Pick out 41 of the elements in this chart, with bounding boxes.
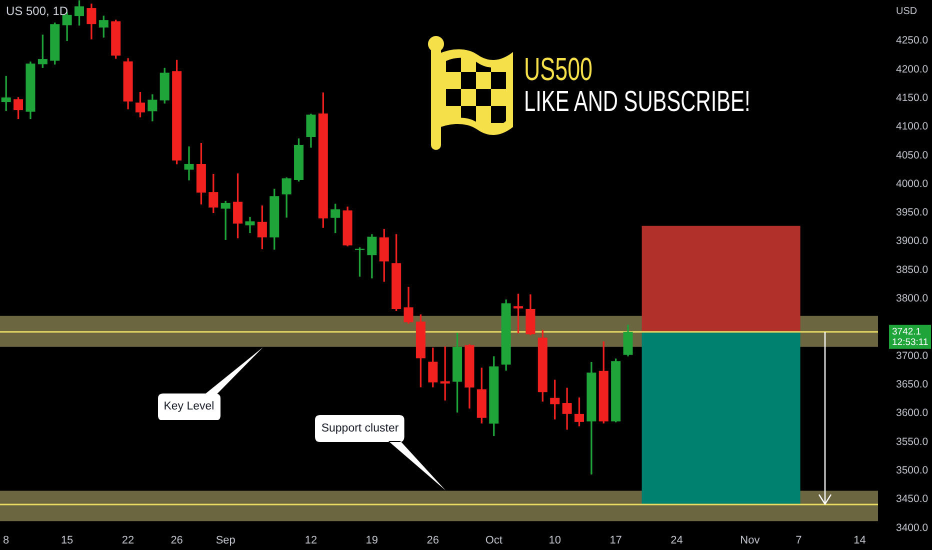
candlestick — [184, 146, 194, 180]
x-tick-label: 14 — [854, 534, 866, 547]
y-tick-label: 3850.0 — [896, 264, 928, 276]
x-tick-label: 7 — [796, 534, 802, 547]
x-tick-label: 10 — [548, 534, 561, 547]
x-tick-label: 12 — [304, 534, 318, 547]
y-tick-label: 3400.0 — [896, 522, 928, 534]
candlestick — [245, 216, 255, 234]
text: US500 — [524, 51, 592, 87]
annotation: Key Level — [164, 400, 214, 414]
x-tick-label: 19 — [366, 534, 378, 547]
x-tick-label: 26 — [170, 534, 183, 547]
annotation: Support cluster — [321, 422, 399, 436]
y-tick-label: 3900.0 — [896, 235, 928, 248]
y-tick-label: 3600.0 — [896, 407, 928, 420]
x-tick-label: 15 — [60, 534, 74, 547]
x-tick-label: 26 — [426, 534, 440, 547]
ref-line-label: 3742.1 12:53:11 — [892, 326, 928, 348]
y-tick-label: 3650.0 — [896, 378, 928, 391]
text: LIKE AND SUBSCRIBE! — [524, 86, 750, 118]
x-tick-label: Nov — [740, 534, 760, 547]
y-tick-label: 4050.0 — [896, 149, 928, 162]
x-tick-label: 8 — [3, 534, 10, 547]
y-tick-label: 4100.0 — [896, 120, 928, 133]
x-tick-label: Oct — [485, 534, 502, 547]
y-tick-label: 4200.0 — [896, 63, 928, 76]
x-tick-label: 17 — [610, 534, 622, 547]
y-tick-label: 3500.0 — [896, 464, 928, 477]
annotation: US 500, 1D — [6, 4, 68, 18]
x-tick-label: 22 — [122, 534, 134, 547]
y-tick-label: 4000.0 — [896, 178, 928, 190]
y-axis-title: USD — [896, 6, 918, 17]
y-tick-label: 3700.0 — [896, 350, 928, 362]
y-tick-label: 3550.0 — [896, 436, 928, 448]
y-tick-label: 3800.0 — [896, 292, 928, 305]
y-tick-label: 4150.0 — [896, 92, 928, 104]
y-tick-label: 3450.0 — [896, 493, 928, 506]
y-tick-label: 4250.0 — [896, 34, 928, 47]
x-tick-label: Sep — [216, 534, 236, 547]
y-tick-label: 3950.0 — [896, 206, 928, 219]
x-tick-label: 24 — [670, 534, 683, 547]
